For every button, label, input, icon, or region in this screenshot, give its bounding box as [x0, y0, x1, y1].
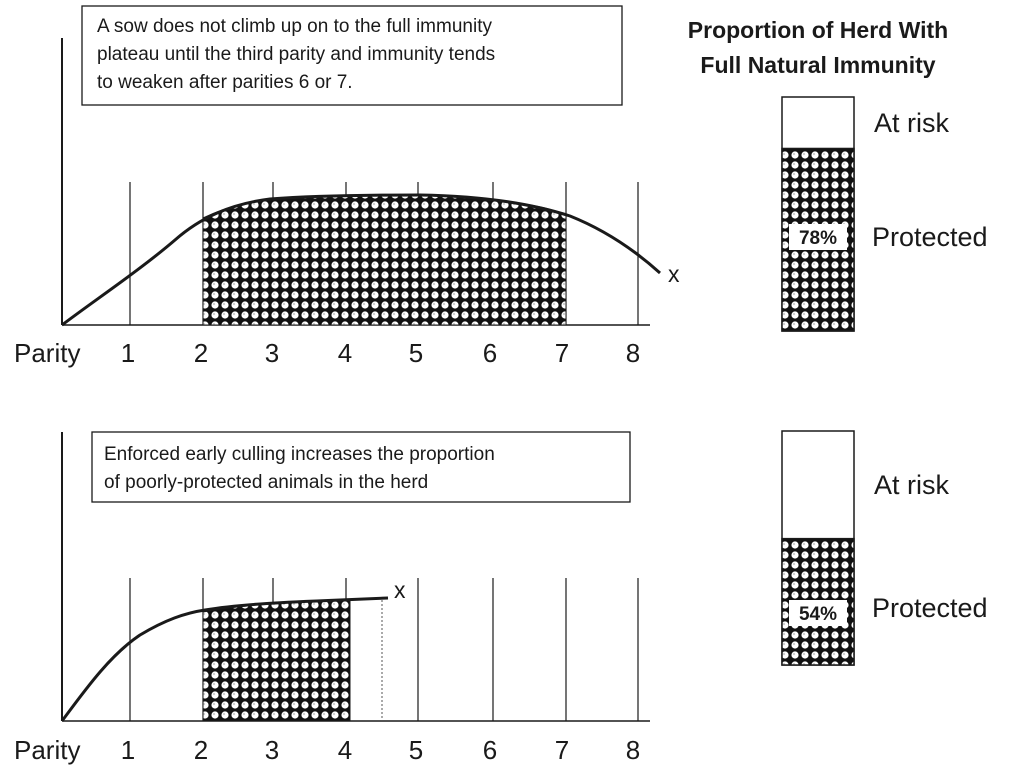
bottom-bar-pct-backing: [789, 600, 847, 626]
top-note-line-1: A sow does not climb up on to the full i…: [97, 16, 492, 37]
top-axis-label: Parity: [14, 338, 80, 368]
bottom-tick-5: 5: [409, 735, 423, 765]
top-protected-region: [202, 194, 567, 326]
right-title-line-1: Proportion of Herd With: [688, 17, 948, 43]
top-tick-1: 1: [121, 338, 135, 368]
top-bar-pct: 78%: [799, 228, 837, 249]
bottom-note-line-2: of poorly-protected animals in the herd: [104, 472, 428, 493]
bottom-axis-label: Parity: [14, 735, 80, 765]
top-tick-6: 6: [483, 338, 497, 368]
top-bar-pct-backing: [789, 224, 847, 250]
top-tick-3: 3: [265, 338, 279, 368]
bottom-protected-label: Protected: [872, 593, 988, 623]
bottom-bar-pct: 54%: [799, 604, 837, 625]
top-tick-8: 8: [626, 338, 640, 368]
top-note-box: [81, 5, 623, 106]
top-tick-2: 2: [194, 338, 208, 368]
bottom-protected-region: [202, 599, 351, 722]
bottom-immunity-curve: [60, 596, 389, 722]
top-parity-ticks: 1 2 3 4 5 6 7 8: [121, 338, 640, 368]
top-tick-4: 4: [338, 338, 352, 368]
bottom-note-line-1: Enforced early culling increases the pro…: [104, 444, 495, 465]
top-proportion-bar: 78%: [781, 96, 855, 332]
top-note-line-3: to weaken after parities 6 or 7.: [97, 72, 353, 93]
bottom-note-box: [91, 431, 631, 503]
right-title: Proportion of Herd With Full Natural Imm…: [688, 17, 948, 78]
top-at-risk-label: At risk: [874, 108, 950, 138]
bottom-parity-ticks: 1 2 3 4 5 6 7 8: [121, 735, 640, 765]
bottom-panel: Enforced early culling increases the pro…: [14, 431, 650, 765]
right-title-line-2: Full Natural Immunity: [700, 52, 935, 78]
bottom-tick-8: 8: [626, 735, 640, 765]
bottom-tick-3: 3: [265, 735, 279, 765]
top-note-line-2: plateau until the third parity and immun…: [97, 44, 495, 65]
top-immunity-curve: [61, 193, 662, 327]
bottom-tick-7: 7: [555, 735, 569, 765]
top-panel: A sow does not climb up on to the full i…: [14, 5, 680, 368]
top-tick-7: 7: [555, 338, 569, 368]
top-protected-label: Protected: [872, 222, 988, 252]
bottom-tick-2: 2: [194, 735, 208, 765]
bottom-proportion-bar: 54%: [781, 430, 855, 666]
top-end-marker: x: [668, 261, 680, 287]
bottom-end-marker: x: [394, 577, 406, 603]
bottom-tick-6: 6: [483, 735, 497, 765]
bottom-tick-4: 4: [338, 735, 352, 765]
bottom-tick-1: 1: [121, 735, 135, 765]
top-tick-5: 5: [409, 338, 423, 368]
bottom-at-risk-label: At risk: [874, 470, 950, 500]
